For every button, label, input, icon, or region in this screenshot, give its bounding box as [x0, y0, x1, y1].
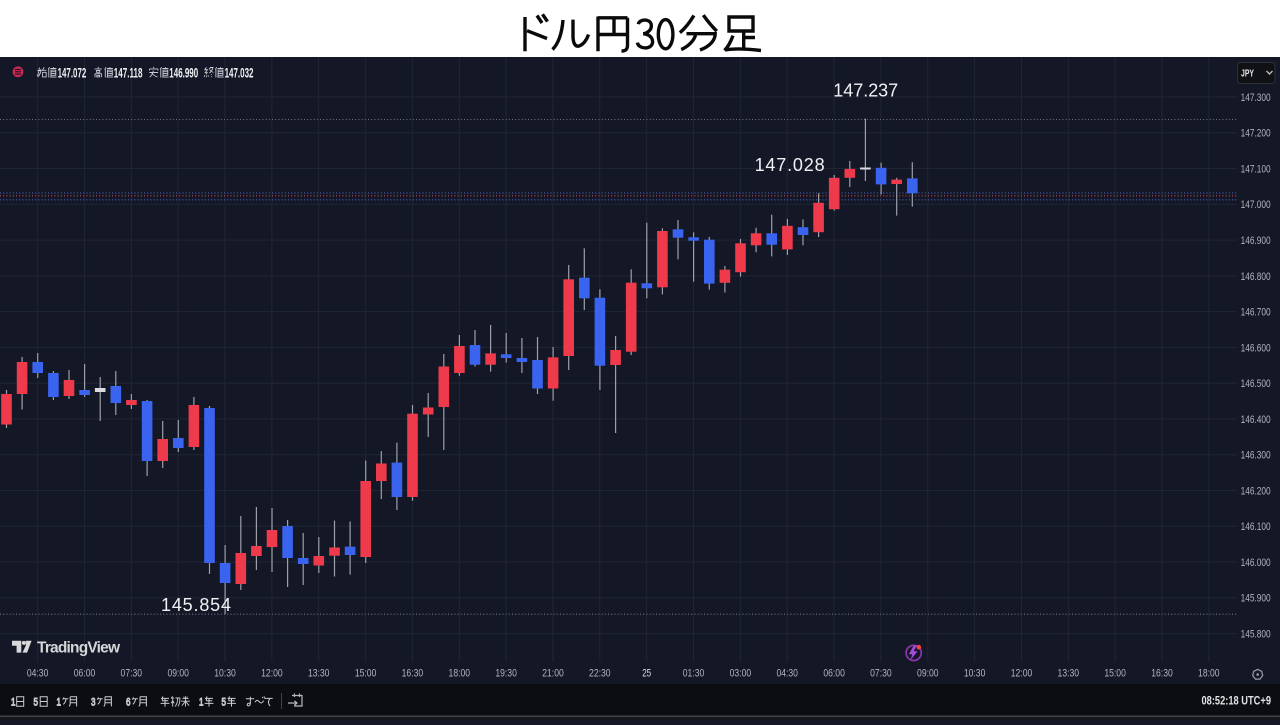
svg-text:09:00: 09:00	[917, 668, 939, 680]
svg-text:146.000: 146.000	[1241, 557, 1271, 569]
svg-text:146.500: 146.500	[1241, 378, 1271, 390]
svg-text:10:30: 10:30	[964, 668, 986, 680]
svg-text:13:30: 13:30	[1058, 668, 1080, 680]
svg-text:147.000: 147.000	[1241, 199, 1271, 211]
svg-text:07:30: 07:30	[121, 668, 143, 680]
svg-text:145.854: 145.854	[161, 595, 231, 615]
svg-text:18:00: 18:00	[1198, 668, 1220, 680]
svg-text:15:00: 15:00	[355, 668, 377, 680]
svg-text:08:52:18 UTC+9: 08:52:18 UTC+9	[1202, 694, 1272, 708]
svg-text:22:30: 22:30	[589, 668, 611, 680]
svg-text:147.237: 147.237	[833, 81, 898, 101]
svg-text:5: 5	[34, 696, 39, 708]
svg-text:03:00: 03:00	[730, 668, 752, 680]
svg-text:146.700: 146.700	[1241, 307, 1271, 319]
svg-text:145.800: 145.800	[1241, 629, 1271, 641]
svg-text:01:30: 01:30	[683, 668, 705, 680]
svg-text:04:30: 04:30	[27, 668, 49, 680]
svg-text:147.100: 147.100	[1241, 163, 1271, 175]
svg-text:06:00: 06:00	[823, 668, 845, 680]
svg-text:07:30: 07:30	[870, 668, 892, 680]
svg-text:3: 3	[91, 696, 96, 708]
svg-text:147.072: 147.072	[58, 64, 87, 80]
svg-text:21:00: 21:00	[542, 668, 564, 680]
svg-text:16:30: 16:30	[1151, 668, 1173, 680]
svg-text:06:00: 06:00	[74, 668, 96, 680]
svg-text:25: 25	[642, 668, 651, 680]
svg-text:147.200: 147.200	[1241, 128, 1271, 140]
svg-text:6: 6	[126, 696, 131, 708]
svg-text:19:30: 19:30	[495, 668, 517, 680]
svg-text:146.100: 146.100	[1241, 521, 1271, 533]
svg-text:1: 1	[199, 696, 204, 708]
svg-text:15:00: 15:00	[1104, 668, 1126, 680]
svg-text:146.600: 146.600	[1241, 342, 1271, 354]
svg-text:146.400: 146.400	[1241, 414, 1271, 426]
svg-text:147.028: 147.028	[755, 155, 825, 175]
svg-text:146.990: 146.990	[169, 64, 198, 80]
svg-text:13:30: 13:30	[308, 668, 330, 680]
svg-text:12:00: 12:00	[261, 668, 283, 680]
svg-text:146.900: 146.900	[1241, 235, 1271, 247]
svg-text:145.900: 145.900	[1241, 593, 1271, 605]
svg-text:147.300: 147.300	[1241, 92, 1271, 104]
svg-text:5: 5	[222, 696, 227, 708]
svg-text:1: 1	[57, 696, 62, 708]
svg-text:JPY: JPY	[1241, 68, 1254, 80]
svg-text:147.032: 147.032	[225, 64, 254, 80]
svg-text:146.200: 146.200	[1241, 485, 1271, 497]
svg-text:16:30: 16:30	[402, 668, 424, 680]
svg-text:10:30: 10:30	[214, 668, 236, 680]
svg-text:12:00: 12:00	[1011, 668, 1033, 680]
svg-text:TradingView: TradingView	[37, 639, 121, 656]
svg-text:146.300: 146.300	[1241, 450, 1271, 462]
svg-text:04:30: 04:30	[776, 668, 798, 680]
svg-text:09:00: 09:00	[167, 668, 189, 680]
svg-text:147.118: 147.118	[114, 64, 143, 80]
svg-text:18:00: 18:00	[449, 668, 471, 680]
svg-text:1: 1	[11, 696, 16, 708]
svg-text:146.800: 146.800	[1241, 271, 1271, 283]
